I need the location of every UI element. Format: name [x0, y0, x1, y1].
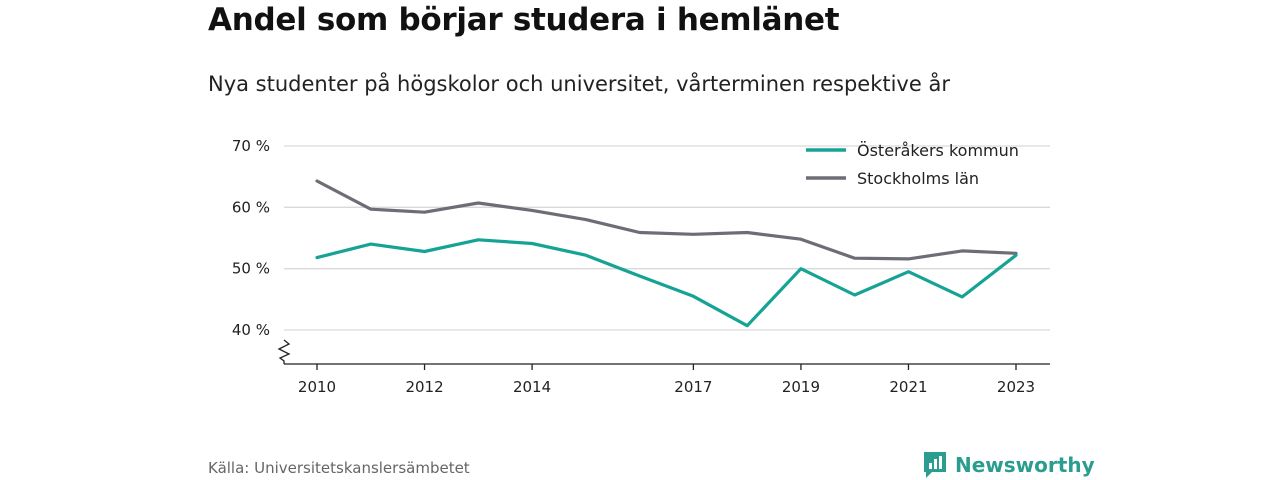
- y-tick-label: 40 %: [232, 321, 270, 339]
- x-tick-label: 2010: [298, 378, 336, 396]
- y-tick-label: 50 %: [232, 260, 270, 278]
- axes: 40 % 50 % 60 % 70 % 2010 2012 2014 2017 2019 2021…: [232, 137, 1050, 396]
- legend: Österåkers kommun Stockholms län: [806, 141, 1019, 188]
- x-tick-label: 2014: [513, 378, 551, 396]
- legend-label: Stockholms län: [857, 169, 979, 188]
- series-line-stockholm: [315, 179, 1018, 261]
- newsworthy-logo-icon: [924, 452, 946, 478]
- source-note: Källa: Universitetskanslersämbetet: [208, 459, 470, 477]
- x-tick-label: 2021: [889, 378, 927, 396]
- chart-subtitle: Nya studenter på högskolor och universit…: [208, 72, 950, 96]
- y-tick-label: 60 %: [232, 198, 270, 216]
- line-chart: 40 % 50 % 60 % 70 % 2010 2012 2014 2017 2019 2021…: [232, 137, 1050, 396]
- brand-logo: Newsworthy: [922, 450, 1095, 480]
- brand-name: Newsworthy: [955, 453, 1095, 477]
- x-tick-label: 2023: [997, 378, 1035, 396]
- x-tick-label: 2012: [405, 378, 443, 396]
- y-tick-label: 70 %: [232, 137, 270, 155]
- series-lines: [315, 179, 1018, 328]
- series-line-osteraker: [315, 238, 1018, 328]
- grid-lines: [284, 145, 1050, 331]
- x-tick-label: 2019: [782, 378, 820, 396]
- x-tick-label: 2017: [674, 378, 712, 396]
- chart-title: Andel som börjar studera i hemlänet: [208, 2, 840, 38]
- axis-break-mark: [277, 339, 291, 364]
- legend-label: Österåkers kommun: [857, 141, 1019, 160]
